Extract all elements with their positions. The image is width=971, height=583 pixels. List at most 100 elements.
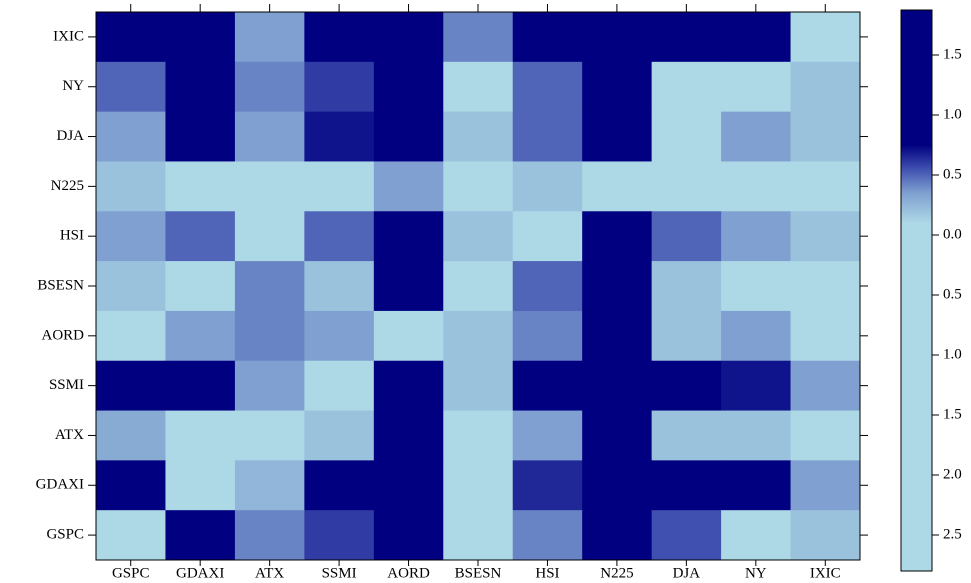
heat-cell [790, 510, 861, 561]
heat-cell [721, 310, 792, 362]
heat-cell [443, 12, 514, 63]
colorbar-tick-label: 0.5 [943, 286, 962, 302]
colorbar-tick-label: 1.5 [943, 46, 962, 62]
x-tick-label: ATX [255, 565, 284, 581]
heat-cell [443, 460, 514, 511]
heat-cell [651, 161, 722, 212]
x-tick-label: IXIC [810, 565, 841, 581]
heat-cell [373, 12, 444, 63]
heat-cell [651, 12, 722, 63]
heat-cell [234, 111, 305, 162]
heat-cell [790, 111, 861, 162]
heat-cell [790, 61, 861, 113]
heat-cell [443, 310, 514, 362]
heat-cell [582, 261, 653, 312]
heat-cell [165, 510, 236, 561]
heat-cell [721, 111, 792, 162]
heat-cell [651, 261, 722, 312]
heat-cell [96, 410, 166, 461]
heat-cell [304, 61, 375, 113]
heat-cell [165, 310, 236, 362]
heat-cell [165, 161, 236, 212]
heat-cell [96, 61, 166, 113]
heat-cell [373, 61, 444, 113]
heat-cell [651, 211, 722, 262]
heat-cell [443, 410, 514, 461]
heat-cell [443, 111, 514, 162]
heat-cell [582, 12, 653, 63]
heat-cell [651, 360, 722, 412]
heat-cell [512, 360, 583, 412]
heat-cell [304, 261, 375, 312]
y-tick-label: N225 [51, 178, 84, 194]
heat-cell [512, 460, 583, 511]
heat-cell [721, 211, 792, 262]
heat-cell [582, 61, 653, 113]
heat-cell [96, 111, 166, 162]
heat-cell [443, 161, 514, 212]
heat-cell [721, 360, 792, 412]
heat-cell [790, 310, 861, 362]
heat-cell [651, 410, 722, 461]
heat-cell [443, 211, 514, 262]
y-tick-label: ATX [55, 427, 84, 443]
heat-cell [512, 510, 583, 561]
heat-cell [165, 61, 236, 113]
heat-cell [234, 211, 305, 262]
heat-cell [165, 410, 236, 461]
heat-cell [234, 12, 305, 63]
heat-cell [512, 161, 583, 212]
heat-cell [373, 460, 444, 511]
colorbar-tick-label: 2.0 [943, 466, 962, 482]
heat-cell [304, 460, 375, 511]
heat-cell [790, 410, 861, 461]
x-tick-label: SSMI [322, 565, 357, 581]
y-tick-label: GSPC [46, 527, 84, 543]
heat-cell [165, 360, 236, 412]
heat-cell [790, 211, 861, 262]
y-tick-label: DJA [56, 128, 84, 144]
heat-cell [582, 510, 653, 561]
heat-cell [96, 360, 166, 412]
x-tick-label: GDAXI [176, 565, 224, 581]
heat-cell [234, 310, 305, 362]
heat-cell [165, 261, 236, 312]
y-tick-label: IXIC [53, 28, 84, 44]
heat-cell [165, 111, 236, 162]
heat-cell [234, 410, 305, 461]
heat-cell [165, 12, 236, 63]
colorbar-tick-label: 0.0 [943, 226, 962, 242]
heat-cell [582, 111, 653, 162]
heat-cell [234, 510, 305, 561]
heat-cell [234, 261, 305, 312]
y-tick-label: NY [62, 78, 84, 94]
heat-cell [582, 360, 653, 412]
heat-cell [373, 211, 444, 262]
x-tick-label: BSESN [455, 565, 502, 581]
heat-cell [234, 161, 305, 212]
heat-cell [651, 61, 722, 113]
colorbar [900, 9, 933, 572]
heat-cell [304, 111, 375, 162]
y-tick-label: GDAXI [36, 477, 84, 493]
heat-cell [96, 161, 166, 212]
heat-cell [512, 410, 583, 461]
y-tick-label: SSMI [49, 377, 84, 393]
heat-cell [721, 510, 792, 561]
y-tick-label: AORD [41, 327, 84, 343]
heat-cell [304, 161, 375, 212]
heat-cell [96, 12, 166, 63]
heat-cell [512, 61, 583, 113]
heat-cell [790, 12, 861, 63]
heat-cell [443, 61, 514, 113]
heat-cell [790, 360, 861, 412]
colorbar-tick-label: 1.0 [943, 346, 962, 362]
x-tick-label: AORD [387, 565, 430, 581]
heat-cell [443, 510, 514, 561]
heat-cell [234, 61, 305, 113]
heat-cell [721, 261, 792, 312]
colorbar-tick-label: 1.5 [943, 406, 962, 422]
heat-cell [96, 261, 166, 312]
heat-cell [790, 161, 861, 212]
